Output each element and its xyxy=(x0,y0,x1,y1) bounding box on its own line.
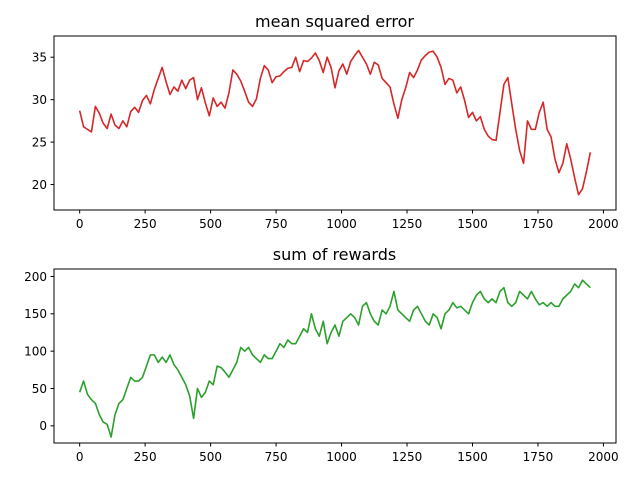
rewards-chart: sum of rewards 0 50 100 150 200 0 250 500 750 10… xyxy=(24,245,619,464)
rewards-y-tick-label: 50 xyxy=(32,382,47,396)
rewards-x-tick-label: 500 xyxy=(199,450,222,464)
mse-plot-area xyxy=(78,49,592,196)
rewards-axes-frame xyxy=(53,268,617,444)
rewards-series-line xyxy=(78,279,591,438)
mse-x-axis: 0 250 500 750 1000 1250 1500 1750 2000 xyxy=(76,210,619,231)
rewards-y-axis: 0 50 100 150 200 xyxy=(24,270,54,433)
mse-chart-title: mean squared error xyxy=(255,12,414,31)
mse-y-tick-label: 20 xyxy=(32,178,47,192)
rewards-y-tick-label: 200 xyxy=(24,270,47,284)
rewards-y-tick-label: 100 xyxy=(24,344,47,358)
mse-x-tick-label: 0 xyxy=(76,217,84,231)
rewards-x-tick-label: 1000 xyxy=(326,450,357,464)
rewards-x-tick-label: 1750 xyxy=(523,450,554,464)
rewards-x-tick-label: 0 xyxy=(76,450,84,464)
mse-x-tick-label: 750 xyxy=(265,217,288,231)
mse-x-tick-label: 1250 xyxy=(392,217,423,231)
mse-y-tick-label: 30 xyxy=(32,93,47,107)
rewards-x-tick-label: 250 xyxy=(134,450,157,464)
rewards-x-tick-label: 1500 xyxy=(457,450,488,464)
mse-x-tick-label: 1750 xyxy=(523,217,554,231)
mse-x-tick-label: 250 xyxy=(134,217,157,231)
rewards-plot-area xyxy=(78,279,591,438)
mse-y-tick-label: 25 xyxy=(32,135,47,149)
mse-y-tick-label: 35 xyxy=(32,51,47,65)
mse-x-tick-label: 2000 xyxy=(588,217,619,231)
rewards-x-tick-label: 750 xyxy=(265,450,288,464)
mse-y-axis: 20 25 30 35 xyxy=(32,51,54,192)
mse-chart: mean squared error 20 25 30 35 0 250 500 750 10… xyxy=(32,12,619,231)
rewards-x-tick-label: 2000 xyxy=(588,450,619,464)
rewards-chart-title: sum of rewards xyxy=(273,245,396,264)
mse-axes-frame xyxy=(53,35,617,211)
mse-series-line xyxy=(78,49,592,196)
rewards-x-axis: 0 250 500 750 1000 1250 1500 1750 2000 xyxy=(76,443,619,464)
mse-x-tick-label: 1000 xyxy=(326,217,357,231)
mse-x-tick-label: 500 xyxy=(199,217,222,231)
rewards-y-tick-label: 0 xyxy=(39,419,47,433)
rewards-x-tick-label: 1250 xyxy=(392,450,423,464)
rewards-y-tick-label: 150 xyxy=(24,307,47,321)
mse-x-tick-label: 1500 xyxy=(457,217,488,231)
